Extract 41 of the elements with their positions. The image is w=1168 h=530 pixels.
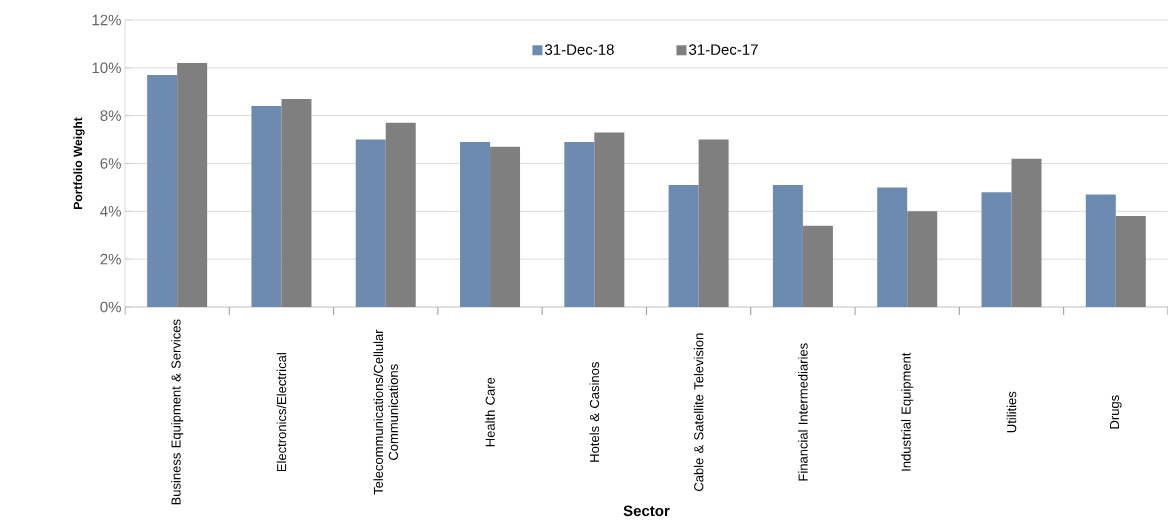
y-tick-label: 8% — [100, 110, 121, 121]
x-tick-label: Business Equipment & Services — [171, 319, 184, 505]
x-tick-label: Telecommunications/Cellular Communications — [373, 329, 399, 495]
bar — [981, 192, 1012, 307]
bar — [594, 132, 625, 307]
y-tick-label: 10% — [92, 62, 121, 74]
y-tick-label: 12% — [92, 14, 121, 26]
bar — [1085, 194, 1116, 307]
legend-label: 31-Dec-18 — [545, 44, 614, 55]
x-tick-label: Industrial Equipment — [901, 352, 914, 471]
bar — [668, 185, 699, 307]
x-axis-title: Sector — [623, 505, 670, 517]
bar — [281, 98, 312, 307]
x-tick-label: Cable & Satellite Television — [693, 333, 704, 492]
x-tick-label: Electronics/Electrical — [276, 353, 287, 472]
bar — [564, 141, 595, 307]
x-tick-label: Hotels & Casinos — [589, 362, 600, 462]
bar — [698, 139, 729, 307]
bar — [147, 75, 178, 307]
legend-label: 31-Dec-17 — [689, 44, 758, 55]
bar — [772, 185, 803, 307]
bar — [385, 122, 416, 307]
bar — [251, 106, 282, 307]
y-tick-label: 2% — [100, 253, 121, 265]
bar — [355, 139, 386, 307]
bar — [802, 225, 833, 307]
bar — [490, 146, 521, 307]
bar — [1011, 158, 1042, 307]
x-tick-label: Drugs — [1109, 395, 1122, 429]
bar — [177, 63, 208, 307]
y-tick-label: 0% — [100, 301, 121, 313]
y-axis-title: Portfolio Weight — [73, 117, 85, 209]
x-tick-label: Utilities — [1006, 391, 1017, 433]
bar — [877, 187, 908, 307]
x-tick-label: Health Care — [485, 377, 495, 447]
bar — [1115, 216, 1146, 307]
y-tick-label: 6% — [100, 158, 121, 169]
y-tick-label: 4% — [100, 206, 121, 217]
x-tick-label: Financial Intermediaries — [798, 343, 808, 481]
bar — [907, 211, 938, 307]
bar — [460, 141, 491, 307]
